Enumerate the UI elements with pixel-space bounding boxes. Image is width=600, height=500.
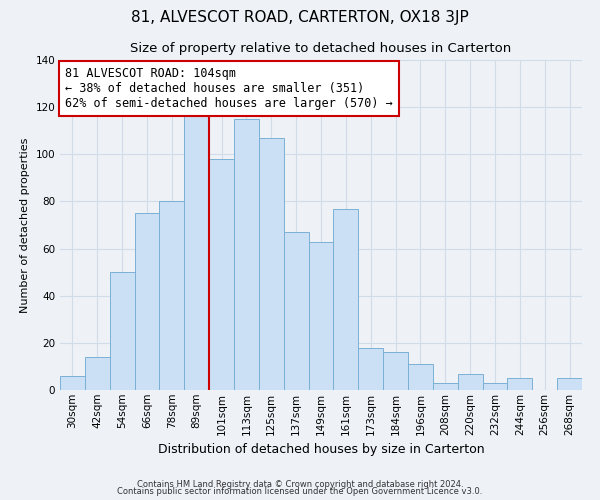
Bar	[308, 242, 334, 390]
Bar	[358, 348, 383, 390]
Bar	[334, 208, 358, 390]
Bar	[557, 378, 582, 390]
Bar	[209, 159, 234, 390]
Bar	[85, 357, 110, 390]
Bar	[110, 272, 134, 390]
Bar	[234, 119, 259, 390]
Bar	[259, 138, 284, 390]
Text: Contains HM Land Registry data © Crown copyright and database right 2024.: Contains HM Land Registry data © Crown c…	[137, 480, 463, 489]
Bar	[60, 376, 85, 390]
Bar	[284, 232, 308, 390]
Bar	[458, 374, 482, 390]
Bar	[433, 383, 458, 390]
Bar	[508, 378, 532, 390]
Bar	[160, 202, 184, 390]
Text: Contains public sector information licensed under the Open Government Licence v3: Contains public sector information licen…	[118, 488, 482, 496]
Text: 81, ALVESCOT ROAD, CARTERTON, OX18 3JP: 81, ALVESCOT ROAD, CARTERTON, OX18 3JP	[131, 10, 469, 25]
X-axis label: Distribution of detached houses by size in Carterton: Distribution of detached houses by size …	[158, 443, 484, 456]
Title: Size of property relative to detached houses in Carterton: Size of property relative to detached ho…	[130, 42, 512, 54]
Bar	[408, 364, 433, 390]
Bar	[482, 383, 508, 390]
Y-axis label: Number of detached properties: Number of detached properties	[20, 138, 30, 312]
Text: 81 ALVESCOT ROAD: 104sqm
← 38% of detached houses are smaller (351)
62% of semi-: 81 ALVESCOT ROAD: 104sqm ← 38% of detach…	[65, 66, 393, 110]
Bar	[184, 112, 209, 390]
Bar	[383, 352, 408, 390]
Bar	[134, 213, 160, 390]
